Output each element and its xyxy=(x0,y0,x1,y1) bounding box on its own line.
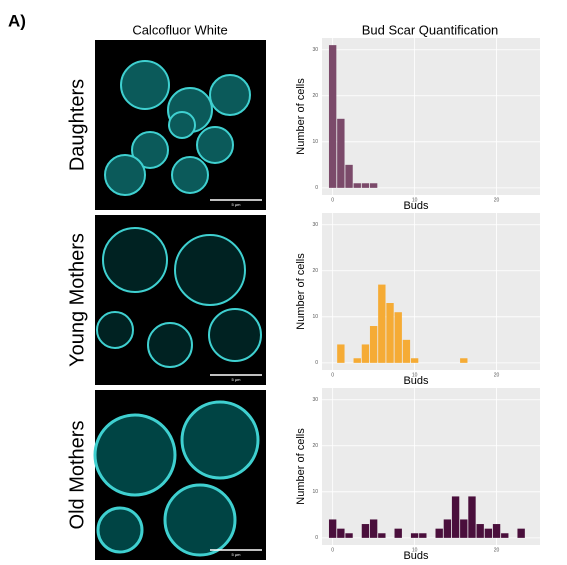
row-label: Young Mothers xyxy=(66,233,88,367)
bar xyxy=(410,533,419,538)
bar xyxy=(386,303,394,363)
column-title: Calcofluor White xyxy=(132,22,227,37)
row-label: Old Mothers xyxy=(66,421,88,530)
x-tick-label: 10 xyxy=(412,372,418,378)
bar xyxy=(337,528,345,538)
bar xyxy=(468,496,476,538)
column-title: Bud Scar Quantification xyxy=(362,22,499,37)
scale-bar-label: 5 µm xyxy=(232,202,242,207)
plot-panel xyxy=(322,213,540,370)
bar xyxy=(451,496,460,538)
plot-panel xyxy=(322,38,540,195)
bar xyxy=(501,533,509,538)
bar xyxy=(460,358,468,363)
x-tick-label: 20 xyxy=(494,547,500,553)
bar xyxy=(378,533,386,538)
micrograph xyxy=(95,40,266,210)
bar xyxy=(476,524,484,538)
y-tick-label: 0 xyxy=(315,535,318,541)
bar xyxy=(460,519,468,538)
bar xyxy=(337,344,345,363)
bar xyxy=(484,528,493,538)
bar xyxy=(394,528,402,538)
x-tick-label: 10 xyxy=(412,547,418,553)
plot-panel xyxy=(322,388,540,545)
x-tick-label: 0 xyxy=(331,197,334,203)
scale-bar-label: 5 µm xyxy=(232,552,242,557)
bar xyxy=(337,118,345,188)
y-tick-label: 30 xyxy=(312,47,318,53)
bar xyxy=(328,45,337,188)
y-axis-label: Number of cells xyxy=(295,78,307,155)
bar xyxy=(402,339,411,363)
bar xyxy=(361,524,370,538)
x-axis-label: Buds xyxy=(403,200,429,212)
bar xyxy=(419,533,427,538)
micrograph xyxy=(95,215,266,385)
y-tick-label: 0 xyxy=(315,360,318,366)
x-tick-label: 0 xyxy=(331,547,334,553)
bar xyxy=(345,164,353,188)
bar xyxy=(369,519,378,538)
bar xyxy=(410,358,419,363)
micrograph xyxy=(93,390,266,560)
bar xyxy=(443,519,452,538)
y-tick-label: 30 xyxy=(312,397,318,403)
x-tick-label: 10 xyxy=(412,197,418,203)
bar xyxy=(328,519,337,538)
bar xyxy=(517,528,525,538)
bar xyxy=(378,284,386,363)
y-tick-label: 0 xyxy=(315,185,318,191)
y-tick-label: 20 xyxy=(312,93,318,99)
scale-bar-label: 5 µm xyxy=(232,377,242,382)
bar xyxy=(353,183,361,188)
x-tick-label: 20 xyxy=(494,372,500,378)
y-axis-label: Number of cells xyxy=(295,253,307,330)
bar xyxy=(435,528,443,538)
row-label: Daughters xyxy=(66,79,88,171)
y-tick-label: 30 xyxy=(312,222,318,228)
bar xyxy=(369,326,378,363)
y-tick-label: 10 xyxy=(312,489,318,495)
y-axis-label: Number of cells xyxy=(295,428,307,505)
y-tick-label: 20 xyxy=(312,443,318,449)
bar xyxy=(361,344,370,363)
x-axis-label: Buds xyxy=(403,375,429,387)
y-tick-label: 20 xyxy=(312,268,318,274)
x-axis-label: Buds xyxy=(403,550,429,560)
bar xyxy=(492,524,501,538)
x-tick-label: 20 xyxy=(494,197,500,203)
panel-label: A) xyxy=(8,11,26,30)
y-tick-label: 10 xyxy=(312,139,318,145)
bar xyxy=(394,312,402,363)
y-tick-label: 10 xyxy=(312,314,318,320)
bar xyxy=(345,533,353,538)
bar xyxy=(361,183,370,188)
bar xyxy=(369,183,378,188)
bar xyxy=(353,358,361,363)
x-tick-label: 0 xyxy=(331,372,334,378)
